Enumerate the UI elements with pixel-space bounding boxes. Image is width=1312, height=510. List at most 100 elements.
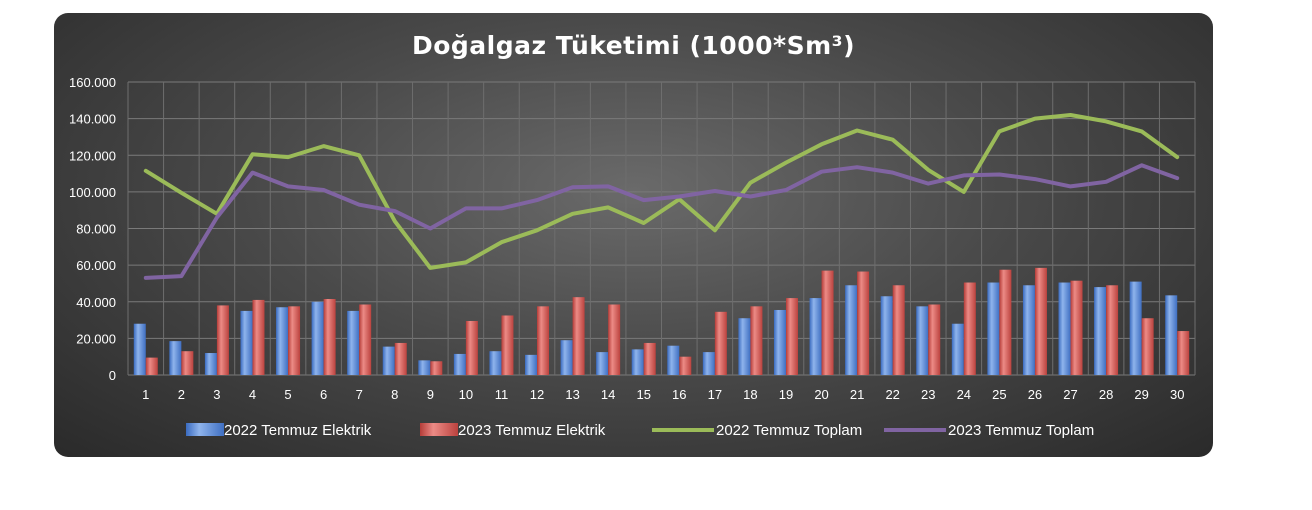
x-tick-label: 23 bbox=[921, 387, 935, 402]
y-tick-label: 20.000 bbox=[76, 331, 116, 346]
bar-2022-elektrik bbox=[702, 352, 715, 375]
bar-2023-elektrik bbox=[1177, 331, 1190, 375]
bar-2022-elektrik bbox=[667, 345, 680, 375]
x-tick-label: 10 bbox=[459, 387, 473, 402]
chart-card: Doğalgaz Tüketimi (1000*Sm³) 0 20.000 40.0… bbox=[54, 13, 1213, 457]
bar-2023-elektrik bbox=[785, 298, 798, 375]
bar-2022-elektrik bbox=[204, 353, 217, 375]
y-tick-label: 80.000 bbox=[76, 222, 116, 237]
x-tick-label: 21 bbox=[850, 387, 864, 402]
legend-label: 2023 Temmuz Elektrik bbox=[458, 422, 606, 439]
bar-2023-elektrik bbox=[892, 285, 905, 375]
bar-2022-elektrik bbox=[560, 340, 573, 375]
y-tick-label: 140.000 bbox=[69, 112, 116, 127]
x-tick-label: 4 bbox=[249, 387, 256, 402]
bar-2022-elektrik bbox=[525, 354, 538, 375]
y-tick-label: 40.000 bbox=[76, 295, 116, 310]
x-tick-label: 13 bbox=[565, 387, 579, 402]
bar-2022-elektrik bbox=[276, 307, 289, 375]
bar-2023-elektrik bbox=[216, 305, 229, 375]
x-tick-label: 26 bbox=[1028, 387, 1042, 402]
bar-2023-elektrik bbox=[359, 304, 372, 375]
bar-2023-elektrik bbox=[1070, 280, 1083, 375]
bar-2022-elektrik bbox=[631, 349, 644, 375]
legend-item: 2023 Temmuz Elektrik bbox=[420, 422, 606, 439]
bar-2023-elektrik bbox=[928, 304, 941, 375]
x-tick-label: 15 bbox=[636, 387, 650, 402]
x-tick-label: 8 bbox=[391, 387, 398, 402]
bar-2022-elektrik bbox=[1094, 287, 1107, 375]
bar-2022-elektrik bbox=[596, 352, 609, 375]
bar-2023-elektrik bbox=[323, 299, 336, 375]
bar-2022-elektrik bbox=[916, 306, 929, 375]
bar-2022-elektrik bbox=[1165, 295, 1178, 375]
bar-2022-elektrik bbox=[311, 301, 324, 375]
bar-2023-elektrik bbox=[857, 271, 870, 375]
y-tick-label: 100.000 bbox=[69, 185, 116, 200]
legend-label: 2023 Temmuz Toplam bbox=[948, 422, 1094, 439]
legend-label: 2022 Temmuz Toplam bbox=[716, 422, 862, 439]
legend-item: 2023 Temmuz Toplam bbox=[884, 422, 1094, 439]
bar-layer bbox=[133, 267, 1190, 375]
legend-item: 2022 Temmuz Toplam bbox=[652, 422, 862, 439]
x-tick-label: 9 bbox=[427, 387, 434, 402]
grid-layer bbox=[127, 81, 1196, 376]
x-tick-label: 14 bbox=[601, 387, 615, 402]
bar-2023-elektrik bbox=[145, 357, 158, 375]
bar-2023-elektrik bbox=[679, 356, 692, 375]
bar-2023-elektrik bbox=[1106, 285, 1119, 375]
x-tick-label: 24 bbox=[957, 387, 971, 402]
x-tick-label: 5 bbox=[284, 387, 291, 402]
bar-2022-elektrik bbox=[133, 323, 146, 375]
bar-2023-elektrik bbox=[181, 351, 194, 375]
bar-2022-elektrik bbox=[1022, 285, 1035, 375]
x-tick-label: 25 bbox=[992, 387, 1006, 402]
x-tick-label: 3 bbox=[213, 387, 220, 402]
legend-item: 2022 Temmuz Elektrik bbox=[186, 422, 372, 439]
x-tick-label: 2 bbox=[178, 387, 185, 402]
bar-2022-elektrik bbox=[489, 351, 502, 375]
bar-2023-elektrik bbox=[572, 297, 585, 375]
bar-2022-elektrik bbox=[1058, 282, 1071, 375]
bar-2023-elektrik bbox=[963, 282, 976, 375]
bar-2023-elektrik bbox=[714, 311, 727, 375]
bar-2022-elektrik bbox=[382, 346, 395, 375]
x-tick-label: 12 bbox=[530, 387, 544, 402]
x-tick-label: 28 bbox=[1099, 387, 1113, 402]
bar-2023-elektrik bbox=[537, 306, 550, 375]
bar-2023-elektrik bbox=[643, 342, 656, 375]
bar-2023-elektrik bbox=[501, 315, 514, 375]
bar-2023-elektrik bbox=[394, 342, 407, 375]
y-tick-label: 120.000 bbox=[69, 148, 116, 163]
bar-2022-elektrik bbox=[347, 310, 360, 375]
legend-layer: 2022 Temmuz Elektrik 2023 Temmuz Elektrik… bbox=[186, 422, 1094, 439]
line-layer bbox=[143, 113, 1180, 280]
bar-2023-elektrik bbox=[252, 299, 265, 375]
x-tick-label: 16 bbox=[672, 387, 686, 402]
bar-2022-elektrik bbox=[418, 360, 431, 375]
x-tick-label: 6 bbox=[320, 387, 327, 402]
x-tick-label: 17 bbox=[708, 387, 722, 402]
bar-2022-elektrik bbox=[773, 309, 786, 375]
legend-label: 2022 Temmuz Elektrik bbox=[224, 422, 372, 439]
bar-2023-elektrik bbox=[1034, 267, 1047, 375]
line-2022-toplam bbox=[143, 113, 1180, 270]
x-tick-label: 27 bbox=[1063, 387, 1077, 402]
bar-2022-elektrik bbox=[240, 310, 253, 375]
bar-2023-elektrik bbox=[750, 306, 763, 375]
y-tick-label: 0 bbox=[109, 368, 116, 383]
bar-2022-elektrik bbox=[169, 341, 182, 375]
x-tick-label: 22 bbox=[885, 387, 899, 402]
x-tick-label: 19 bbox=[779, 387, 793, 402]
x-tick-label: 11 bbox=[495, 387, 509, 402]
bar-2022-elektrik bbox=[845, 285, 858, 375]
chart-svg: 0 20.000 40.000 60.000 80.000 100.000 120.000 1… bbox=[69, 75, 1196, 439]
x-tick-label: 20 bbox=[814, 387, 828, 402]
legend-swatch bbox=[186, 423, 224, 436]
bar-2023-elektrik bbox=[430, 361, 443, 375]
line-2023-toplam bbox=[143, 163, 1180, 280]
x-tick-label: 30 bbox=[1170, 387, 1184, 402]
chart-title: Doğalgaz Tüketimi (1000*Sm³) bbox=[411, 31, 856, 60]
x-tick-label: 29 bbox=[1134, 387, 1148, 402]
x-tick-label: 7 bbox=[356, 387, 363, 402]
